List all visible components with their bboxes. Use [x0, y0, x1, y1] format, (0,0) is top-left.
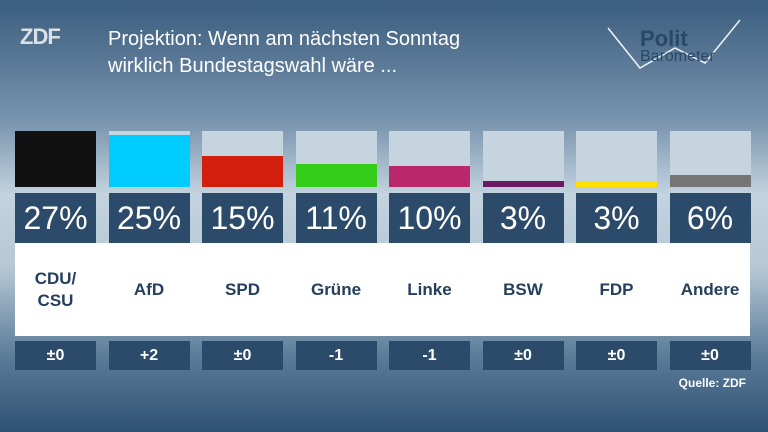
bar	[108, 135, 190, 187]
value-label: 11%	[295, 193, 377, 243]
logo: ZDF	[20, 24, 61, 49]
change-label: ±0	[15, 341, 96, 370]
category-label: FDP	[599, 280, 634, 299]
category-label: Grüne	[310, 280, 362, 299]
category-label: Andere	[680, 280, 740, 299]
value-label: 15%	[202, 193, 283, 243]
change-label: ±0	[482, 341, 564, 370]
change-label: +2	[108, 341, 190, 370]
change-label: ±0	[576, 341, 657, 370]
value-label: 25%	[108, 193, 190, 243]
category-label: AfD	[133, 280, 165, 299]
value-label: 3%	[576, 193, 657, 243]
label-panel	[15, 243, 750, 336]
brand-barometer: Barometer	[640, 48, 715, 65]
brand-polit: Polit	[640, 26, 688, 51]
change-label: ±0	[669, 341, 751, 370]
value-label: 27%	[15, 193, 96, 243]
bar-track	[576, 131, 657, 187]
chart-title: Projektion: Wenn am nächsten Sonntag wir…	[108, 26, 460, 80]
bar	[202, 155, 283, 187]
value-label: 3%	[482, 193, 564, 243]
bar	[482, 180, 564, 187]
change-label: -1	[295, 341, 377, 370]
bar-track	[482, 131, 564, 187]
value-label: 6%	[669, 193, 751, 243]
bar	[15, 131, 96, 187]
category-label: Linke	[407, 280, 452, 299]
change-label: -1	[389, 341, 470, 370]
title-line: Projektion: Wenn am nächsten Sonntag	[108, 28, 461, 50]
value-label: 10%	[389, 193, 470, 243]
category-label: CDU/ CSU	[34, 269, 77, 310]
bar	[576, 180, 657, 187]
brand-lines	[607, 19, 741, 69]
bar	[295, 164, 377, 187]
category-label: SPD	[225, 280, 260, 299]
bar	[669, 174, 751, 187]
bar	[389, 166, 470, 187]
change-label: ±0	[202, 341, 283, 370]
source: Quelle: ZDF	[678, 376, 746, 390]
category-label: BSW	[503, 280, 543, 299]
title-line: wirklich Bundestagswahl wäre ...	[108, 55, 398, 77]
